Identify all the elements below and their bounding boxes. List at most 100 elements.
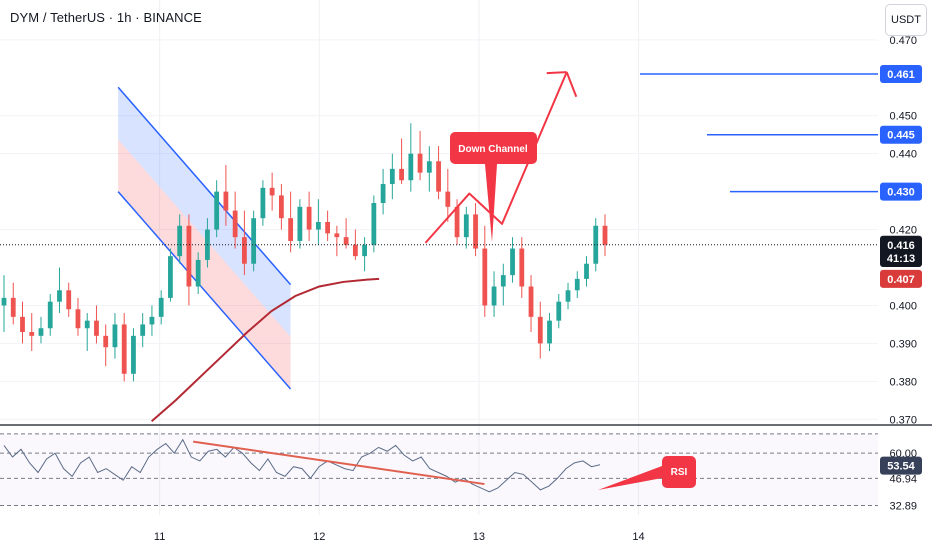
candle-body[interactable] xyxy=(140,324,146,336)
time-axis-label: 12 xyxy=(313,531,325,543)
candle-body[interactable] xyxy=(454,206,460,238)
candle-body[interactable] xyxy=(131,335,136,374)
candle-body[interactable] xyxy=(195,259,201,287)
candle-body[interactable] xyxy=(112,324,118,348)
candle-body[interactable] xyxy=(269,187,275,196)
price-axis-tick: 0.420 xyxy=(889,225,917,237)
candle-body[interactable] xyxy=(10,297,16,317)
price-axis-tick: 0.470 xyxy=(889,35,917,47)
channel-fill-lower xyxy=(118,139,291,389)
rsi-badge[interactable] xyxy=(880,456,922,475)
candle-body[interactable] xyxy=(510,248,515,276)
candle-body[interactable] xyxy=(519,248,525,287)
candle-body[interactable] xyxy=(306,206,312,230)
candle-body[interactable] xyxy=(362,244,367,257)
candle-body[interactable] xyxy=(94,320,99,336)
rsi-callout-box xyxy=(662,456,696,488)
candle-body[interactable] xyxy=(251,218,257,264)
candle-body[interactable] xyxy=(38,328,44,336)
candle-body[interactable] xyxy=(158,297,164,317)
rsi-band xyxy=(0,433,878,506)
channel-callout-box xyxy=(450,132,537,164)
candle-body[interactable] xyxy=(343,237,349,245)
candle-body[interactable] xyxy=(20,316,25,333)
candle-body[interactable] xyxy=(315,221,321,230)
rsi-line xyxy=(3,438,601,493)
candle-body[interactable] xyxy=(288,218,294,241)
candle-body[interactable] xyxy=(537,316,543,344)
candle-body[interactable] xyxy=(584,263,589,279)
price-badge-label: 0.445 xyxy=(887,130,915,142)
candle-body[interactable] xyxy=(426,161,432,173)
channel-fill-upper xyxy=(118,87,291,337)
time-axis-label: 14 xyxy=(632,531,644,543)
candle-body[interactable] xyxy=(436,161,441,192)
candle-body[interactable] xyxy=(491,286,497,306)
price-badge[interactable] xyxy=(880,249,922,268)
candle-body[interactable] xyxy=(602,225,608,245)
projection-arrow-side xyxy=(565,71,578,98)
price-badge[interactable] xyxy=(880,269,922,288)
price-badge-label: 0.416 xyxy=(887,240,915,252)
price-axis-tick: 0.380 xyxy=(889,376,917,388)
candle-body[interactable] xyxy=(149,316,155,325)
rsi-badge-label: 53.54 xyxy=(887,461,915,473)
candle-body[interactable] xyxy=(408,153,414,181)
channel-lower-line[interactable] xyxy=(117,191,292,390)
candle-body[interactable] xyxy=(399,168,404,181)
candle-body[interactable] xyxy=(186,225,192,287)
candle-body[interactable] xyxy=(528,286,534,317)
candle-body[interactable] xyxy=(75,309,81,329)
candle-body[interactable] xyxy=(214,191,220,230)
price-badge[interactable] xyxy=(880,64,922,83)
candle-body[interactable] xyxy=(371,203,377,245)
candle-body[interactable] xyxy=(473,214,478,249)
price-badge[interactable] xyxy=(880,125,922,144)
candle-body[interactable] xyxy=(223,191,229,211)
channel-upper-line[interactable] xyxy=(117,86,292,286)
candle-body[interactable] xyxy=(574,278,580,291)
candle-body[interactable] xyxy=(389,168,395,185)
price-badge-label: 41:13 xyxy=(887,253,915,265)
candle-body[interactable] xyxy=(47,301,53,329)
candle-body[interactable] xyxy=(232,210,238,238)
candle-body[interactable] xyxy=(57,290,62,302)
time-axis-label: 13 xyxy=(473,531,485,543)
candle-body[interactable] xyxy=(260,187,266,219)
candle-body[interactable] xyxy=(1,297,7,306)
candle-body[interactable] xyxy=(168,256,173,298)
candle-body[interactable] xyxy=(121,324,127,374)
candle-body[interactable] xyxy=(177,225,183,257)
candle-body[interactable] xyxy=(84,320,90,329)
candle-body[interactable] xyxy=(103,335,109,348)
price-axis-tick: 0.450 xyxy=(889,111,917,123)
candle-body[interactable] xyxy=(556,301,562,321)
candle-body[interactable] xyxy=(278,195,284,219)
candle-body[interactable] xyxy=(352,244,358,257)
candle-body[interactable] xyxy=(593,225,599,264)
rsi-trendline[interactable] xyxy=(193,440,485,486)
candle-body[interactable] xyxy=(547,320,552,344)
candle-body[interactable] xyxy=(325,221,331,234)
candles xyxy=(1,123,608,382)
candle-body[interactable] xyxy=(29,332,35,336)
price-badge-label: 0.461 xyxy=(887,69,915,81)
candle-body[interactable] xyxy=(380,184,386,204)
price-badge[interactable] xyxy=(880,182,922,201)
candle-body[interactable] xyxy=(445,191,451,207)
candle-body[interactable] xyxy=(334,233,340,238)
price-axis-tick: 0.440 xyxy=(889,149,917,161)
currency-unit-button[interactable]: USDT xyxy=(885,4,927,36)
candle-body[interactable] xyxy=(66,290,72,310)
candle-body[interactable] xyxy=(242,237,247,264)
candle-body[interactable] xyxy=(565,290,571,302)
candle-body[interactable] xyxy=(500,275,506,287)
projection-arrow-side xyxy=(546,71,567,75)
candle-body[interactable] xyxy=(417,153,423,173)
candle-body[interactable] xyxy=(482,248,488,306)
moving-average-line xyxy=(150,277,380,422)
candle-body[interactable] xyxy=(297,206,303,241)
candle-body[interactable] xyxy=(463,214,469,238)
